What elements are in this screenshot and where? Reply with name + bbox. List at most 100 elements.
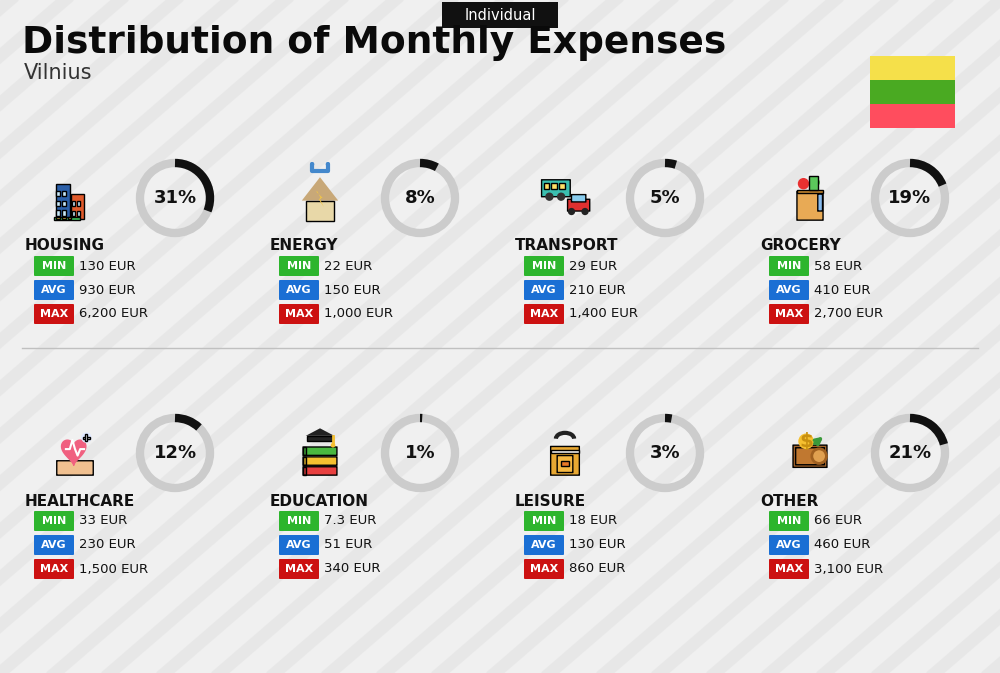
Circle shape [545, 192, 554, 201]
FancyBboxPatch shape [769, 304, 809, 324]
FancyBboxPatch shape [72, 201, 75, 207]
FancyBboxPatch shape [34, 304, 74, 324]
Circle shape [798, 178, 809, 189]
Text: MIN: MIN [777, 516, 801, 526]
Text: AVG: AVG [531, 540, 557, 550]
Text: MAX: MAX [530, 564, 558, 574]
FancyBboxPatch shape [769, 280, 809, 300]
Text: HEALTHCARE: HEALTHCARE [25, 493, 135, 509]
Text: Distribution of Monthly Expenses: Distribution of Monthly Expenses [22, 25, 726, 61]
Text: 410 EUR: 410 EUR [814, 283, 870, 297]
FancyBboxPatch shape [34, 535, 74, 555]
Text: 340 EUR: 340 EUR [324, 563, 380, 575]
FancyBboxPatch shape [561, 461, 569, 466]
FancyBboxPatch shape [797, 191, 823, 220]
Text: 19%: 19% [888, 189, 932, 207]
Circle shape [81, 433, 92, 443]
FancyBboxPatch shape [279, 511, 319, 531]
Text: 3%: 3% [650, 444, 680, 462]
Text: 18 EUR: 18 EUR [569, 514, 617, 528]
FancyBboxPatch shape [279, 535, 319, 555]
FancyBboxPatch shape [34, 256, 74, 276]
FancyBboxPatch shape [279, 304, 319, 324]
FancyBboxPatch shape [769, 256, 809, 276]
Text: AVG: AVG [776, 540, 802, 550]
FancyBboxPatch shape [71, 194, 84, 219]
FancyBboxPatch shape [524, 280, 564, 300]
FancyBboxPatch shape [551, 446, 579, 475]
Text: MIN: MIN [42, 261, 66, 271]
FancyBboxPatch shape [769, 535, 809, 555]
Text: 5%: 5% [650, 189, 680, 207]
Circle shape [812, 449, 826, 464]
FancyBboxPatch shape [307, 436, 333, 441]
Text: 51 EUR: 51 EUR [324, 538, 372, 551]
Text: AVG: AVG [41, 285, 67, 295]
Text: AVG: AVG [531, 285, 557, 295]
FancyBboxPatch shape [524, 559, 564, 579]
Text: LEISURE: LEISURE [515, 493, 586, 509]
FancyBboxPatch shape [551, 450, 579, 453]
FancyBboxPatch shape [34, 559, 74, 579]
FancyBboxPatch shape [56, 217, 60, 219]
Text: MAX: MAX [775, 564, 803, 574]
FancyBboxPatch shape [77, 201, 80, 207]
FancyBboxPatch shape [796, 448, 824, 465]
FancyBboxPatch shape [542, 180, 570, 197]
Text: OTHER: OTHER [760, 493, 818, 509]
Text: 130 EUR: 130 EUR [569, 538, 626, 551]
Text: MAX: MAX [40, 309, 68, 319]
Text: 930 EUR: 930 EUR [79, 283, 136, 297]
Text: 1,000 EUR: 1,000 EUR [324, 308, 393, 320]
Text: MAX: MAX [775, 309, 803, 319]
Circle shape [310, 162, 314, 166]
FancyBboxPatch shape [62, 190, 66, 197]
FancyBboxPatch shape [809, 176, 818, 190]
Text: 33 EUR: 33 EUR [79, 514, 127, 528]
Circle shape [568, 208, 575, 215]
FancyBboxPatch shape [34, 280, 74, 300]
FancyBboxPatch shape [797, 190, 823, 192]
Text: MIN: MIN [532, 261, 556, 271]
FancyBboxPatch shape [559, 183, 565, 189]
Text: 1,500 EUR: 1,500 EUR [79, 563, 148, 575]
Text: MIN: MIN [287, 516, 311, 526]
FancyBboxPatch shape [56, 201, 60, 207]
Text: 150 EUR: 150 EUR [324, 283, 381, 297]
Text: 58 EUR: 58 EUR [814, 260, 862, 273]
FancyBboxPatch shape [72, 211, 75, 216]
Circle shape [326, 162, 330, 166]
FancyBboxPatch shape [279, 559, 319, 579]
FancyBboxPatch shape [524, 511, 564, 531]
Text: 3,100 EUR: 3,100 EUR [814, 563, 883, 575]
Text: MAX: MAX [40, 564, 68, 574]
Text: MIN: MIN [287, 261, 311, 271]
FancyBboxPatch shape [870, 80, 955, 104]
FancyBboxPatch shape [524, 256, 564, 276]
FancyBboxPatch shape [56, 184, 70, 219]
Text: 21%: 21% [888, 444, 932, 462]
FancyBboxPatch shape [306, 201, 334, 221]
Text: MIN: MIN [42, 516, 66, 526]
FancyBboxPatch shape [870, 56, 955, 80]
Text: 230 EUR: 230 EUR [79, 538, 136, 551]
Text: MAX: MAX [530, 309, 558, 319]
FancyBboxPatch shape [279, 280, 319, 300]
Text: AVG: AVG [286, 540, 312, 550]
FancyBboxPatch shape [303, 457, 337, 465]
Text: 1%: 1% [405, 444, 435, 462]
FancyBboxPatch shape [62, 217, 66, 219]
Text: AVG: AVG [41, 540, 67, 550]
FancyBboxPatch shape [568, 199, 590, 211]
FancyBboxPatch shape [62, 201, 66, 207]
FancyBboxPatch shape [303, 457, 306, 465]
FancyBboxPatch shape [68, 217, 71, 219]
FancyBboxPatch shape [571, 194, 586, 202]
FancyBboxPatch shape [56, 211, 60, 216]
FancyBboxPatch shape [303, 467, 337, 475]
FancyBboxPatch shape [524, 304, 564, 324]
Text: AVG: AVG [776, 285, 802, 295]
Polygon shape [306, 428, 334, 436]
Text: Vilnius: Vilnius [24, 63, 92, 83]
FancyBboxPatch shape [769, 511, 809, 531]
